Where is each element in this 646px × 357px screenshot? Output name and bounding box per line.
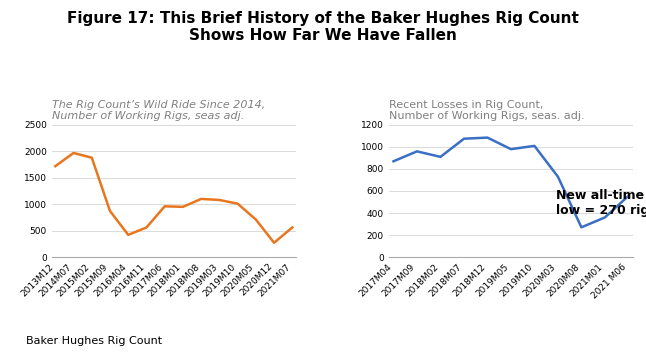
Text: New all-time
low = 270 rigs: New all-time low = 270 rigs bbox=[556, 190, 646, 217]
Text: Recent Losses in Rig Count,
Number of Working Rigs, seas. adj.: Recent Losses in Rig Count, Number of Wo… bbox=[389, 100, 585, 121]
Text: The Rig Count’s Wild Ride Since 2014,
Number of Working Rigs, seas adj.: The Rig Count’s Wild Ride Since 2014, Nu… bbox=[52, 100, 265, 121]
Text: Baker Hughes Rig Count: Baker Hughes Rig Count bbox=[26, 336, 162, 346]
Text: Figure 17: This Brief History of the Baker Hughes Rig Count
Shows How Far We Hav: Figure 17: This Brief History of the Bak… bbox=[67, 11, 579, 43]
